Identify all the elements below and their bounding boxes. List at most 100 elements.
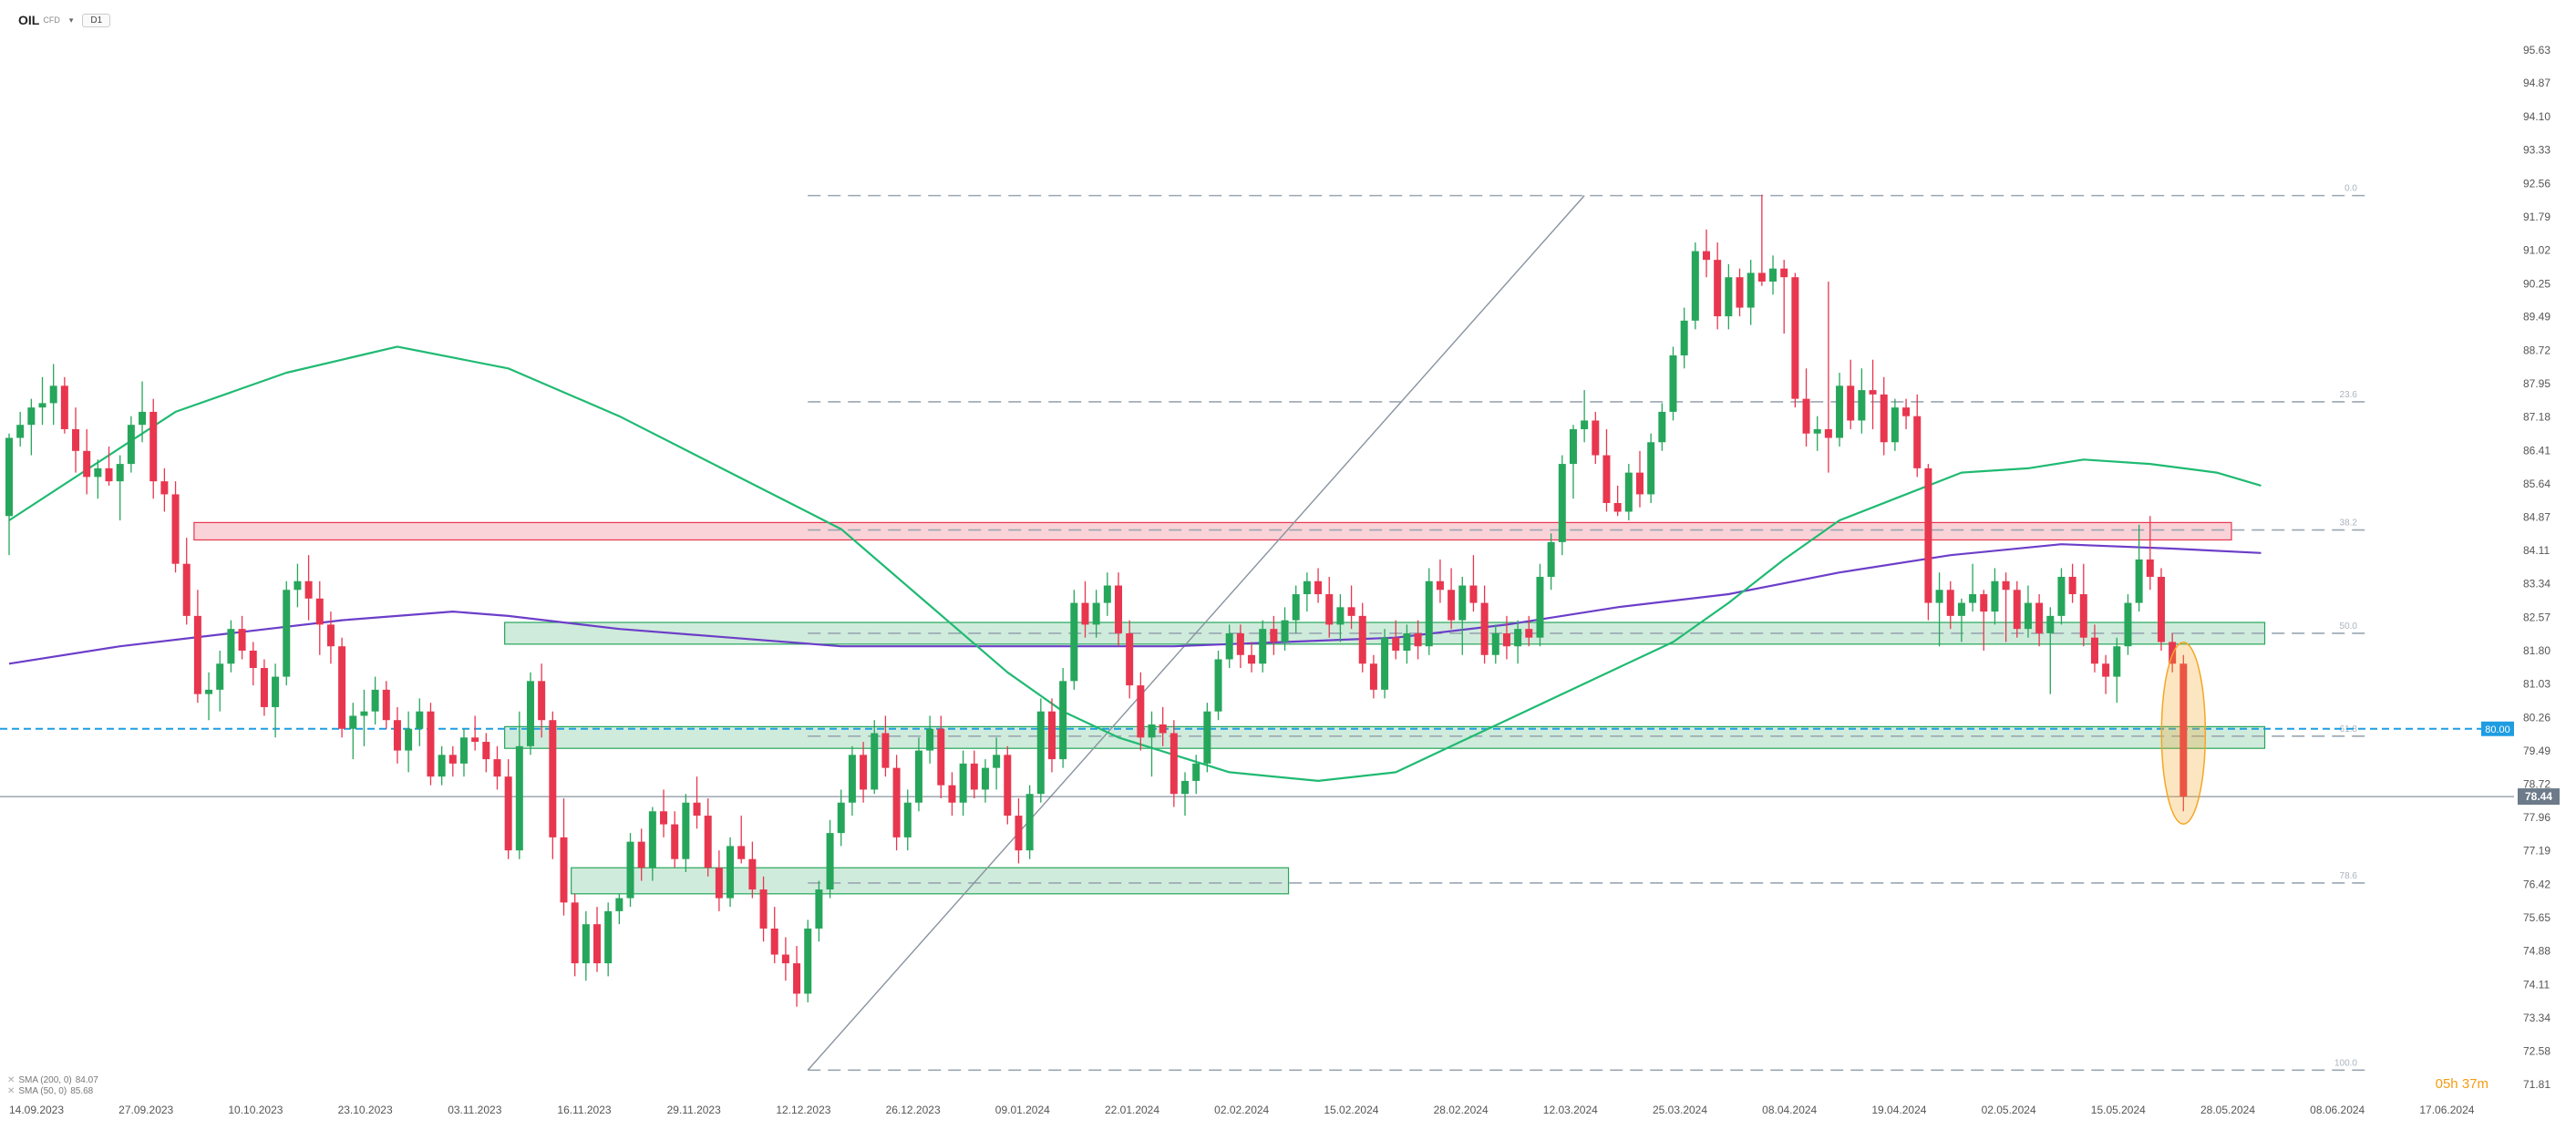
candle — [759, 889, 768, 929]
candle — [16, 425, 25, 438]
candle — [1802, 398, 1810, 434]
candle — [193, 615, 201, 694]
candle — [1980, 594, 1988, 612]
price-tick-label: 91.79 — [2523, 211, 2550, 223]
candle — [149, 411, 158, 482]
price-tick-label: 84.11 — [2523, 544, 2550, 557]
candle — [1613, 502, 1622, 512]
candle — [1935, 590, 1943, 603]
candle — [438, 755, 446, 777]
legend-item-sma50[interactable]: ✕ SMA (50, 0) 85.68 — [7, 1086, 98, 1097]
candle — [1192, 763, 1200, 781]
candle — [182, 563, 191, 616]
price-tick-label: 89.49 — [2523, 311, 2550, 324]
candle — [1425, 580, 1433, 647]
price-tick-label: 77.96 — [2523, 811, 2550, 824]
candle — [326, 624, 335, 647]
price-tick-label: 82.57 — [2523, 611, 2550, 623]
candle — [549, 720, 557, 837]
symbol-name[interactable]: OIL — [18, 13, 40, 27]
candle — [83, 450, 91, 478]
candle — [1036, 711, 1045, 795]
candle — [903, 802, 912, 837]
time-tick-label: 15.05.2024 — [2091, 1104, 2146, 1116]
candle — [493, 759, 501, 777]
candle — [1847, 385, 1855, 421]
candle — [294, 580, 302, 591]
candle — [416, 711, 424, 729]
candle — [615, 898, 623, 911]
price-tick-label: 74.88 — [2523, 945, 2550, 958]
candle — [871, 733, 879, 790]
price-tick-label: 92.56 — [2523, 177, 2550, 190]
price-tick-label: 78.72 — [2523, 778, 2550, 791]
support-resistance-zones — [193, 521, 2266, 895]
candle — [860, 755, 868, 790]
candle — [582, 924, 590, 964]
candle — [1126, 632, 1134, 686]
candle — [2179, 663, 2188, 797]
fib-level-label: 50.0 — [2340, 622, 2358, 632]
time-tick-label: 23.10.2023 — [338, 1104, 393, 1116]
candle — [881, 733, 890, 768]
fib-level-label: 100.0 — [2334, 1058, 2357, 1068]
candle — [770, 928, 778, 955]
price-axis[interactable]: 95.63 94.87 94.10 93.33 92.56 91.79 91.02 90.25… — [2481, 44, 2560, 1091]
time-tick-label: 03.11.2023 — [448, 1104, 501, 1116]
resistance-zone — [193, 521, 2232, 541]
candle — [1448, 590, 1456, 621]
candle — [1270, 629, 1278, 642]
fib-level-label: 23.6 — [2340, 390, 2358, 400]
candle — [1836, 385, 1844, 438]
candle — [1891, 407, 1899, 443]
candle — [1680, 320, 1688, 355]
candle — [914, 750, 922, 803]
candle — [1358, 615, 1366, 664]
candle — [1281, 620, 1289, 642]
candle — [2113, 646, 2121, 677]
candle — [1536, 576, 1544, 638]
chevron-down-icon[interactable]: ▾ — [68, 15, 74, 25]
candle — [1757, 272, 1766, 282]
time-tick-label: 08.06.2024 — [2310, 1104, 2365, 1116]
candle — [2013, 590, 2021, 630]
candle — [604, 910, 613, 964]
legend-item-sma200[interactable]: ✕ SMA (200, 0) 84.07 — [7, 1075, 98, 1086]
candle — [1592, 420, 1600, 456]
time-tick-label: 08.04.2024 — [1762, 1104, 1817, 1116]
close-icon[interactable]: ✕ — [7, 1075, 15, 1085]
legend-sma50-label: SMA (50, 0) — [18, 1086, 67, 1096]
candle — [360, 711, 368, 716]
candle — [38, 403, 46, 408]
candle — [1824, 428, 1832, 438]
candle — [2124, 602, 2132, 647]
time-tick-label: 26.12.2023 — [886, 1104, 941, 1116]
overlay-annotations — [2160, 642, 2207, 826]
candle-countdown: 05h 37m — [2435, 1076, 2488, 1092]
candle — [1181, 780, 1190, 795]
price-tick-label: 83.34 — [2523, 578, 2550, 591]
candle — [1392, 637, 1400, 651]
candle — [1303, 580, 1311, 595]
price-tick-label: 94.10 — [2523, 110, 2550, 123]
candle — [826, 833, 834, 890]
candle — [171, 494, 180, 564]
candle — [1059, 681, 1067, 760]
candle — [526, 681, 534, 746]
candle — [315, 598, 324, 625]
candle — [1747, 272, 1755, 308]
candle — [2035, 602, 2044, 633]
time-tick-label: 15.02.2024 — [1324, 1104, 1378, 1116]
timeframe-select[interactable]: D1 — [82, 13, 111, 27]
candle — [1203, 711, 1211, 764]
time-tick-label: 19.04.2024 — [1871, 1104, 1926, 1116]
candle — [1259, 629, 1267, 664]
candle — [2057, 576, 2066, 616]
candle — [2068, 576, 2076, 595]
time-tick-label: 09.01.2024 — [995, 1104, 1050, 1116]
time-axis[interactable]: 14.09.2023 27.09.2023 10.10.2023 23.10.2023… — [9, 1104, 2475, 1116]
price-tick-label: 71.81 — [2523, 1078, 2550, 1091]
close-icon[interactable]: ✕ — [7, 1086, 15, 1096]
